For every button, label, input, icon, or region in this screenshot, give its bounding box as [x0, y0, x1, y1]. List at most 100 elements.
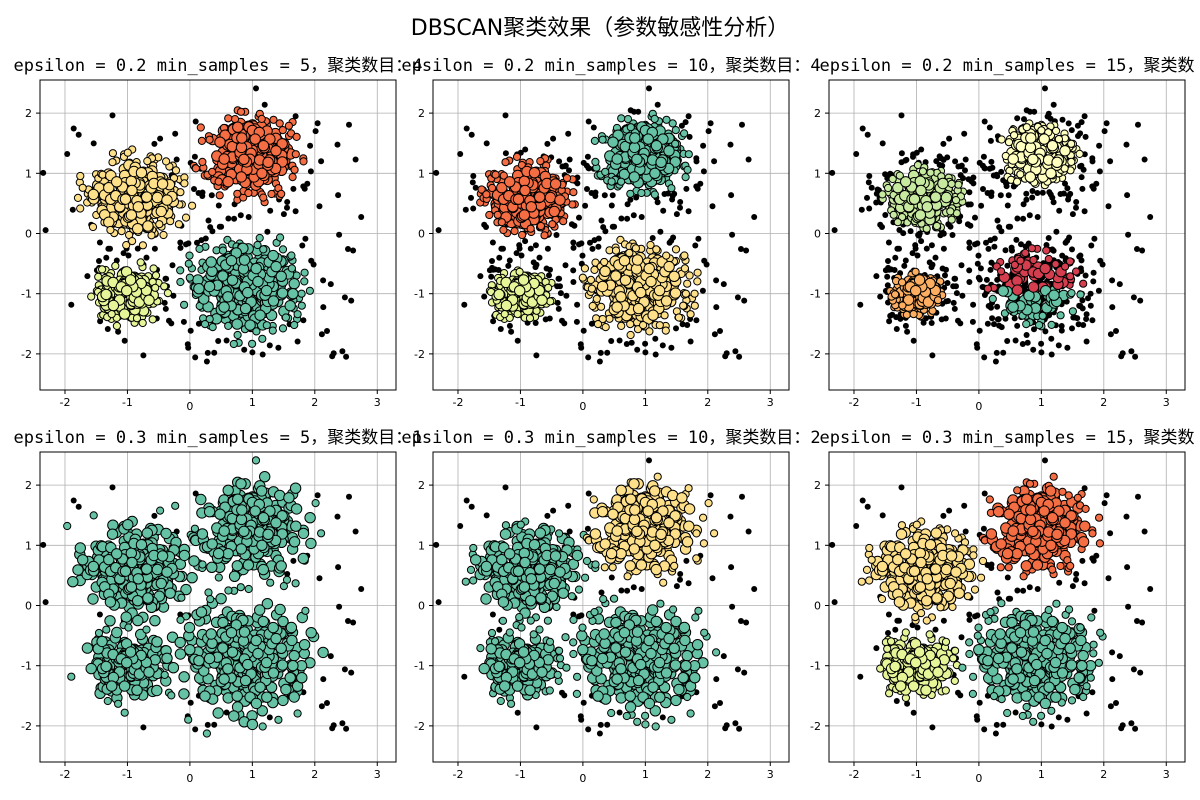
- x-tick-label: -2: [59, 768, 70, 781]
- noise-point: [882, 212, 889, 218]
- cluster-point: [205, 256, 217, 268]
- noise-point: [1056, 207, 1063, 214]
- noise-point: [1004, 338, 1011, 344]
- noise-point: [601, 192, 608, 199]
- cluster-point: [114, 699, 123, 708]
- noise-point: [940, 140, 947, 147]
- cluster-point: [940, 191, 953, 204]
- noise-point: [1023, 196, 1030, 203]
- cluster-point: [525, 201, 537, 213]
- noise-point: [920, 319, 927, 326]
- x-tick-label: 3: [374, 396, 381, 409]
- cluster-point: [242, 559, 255, 571]
- noise-point: [358, 586, 365, 592]
- cluster-point: [118, 680, 131, 692]
- noise-point: [290, 557, 297, 564]
- cluster-point: [155, 220, 164, 229]
- noise-point: [705, 128, 712, 135]
- noise-point: [1058, 323, 1065, 329]
- noise-point: [984, 320, 991, 327]
- noise-point: [913, 149, 920, 156]
- noise-point: [533, 352, 540, 359]
- noise-point: [1029, 188, 1036, 194]
- subplot-title: epsilon = 0.2 min_samples = 10，聚类数目：4: [401, 56, 820, 76]
- cluster-point: [236, 583, 245, 592]
- cluster-point: [611, 301, 623, 313]
- cluster-point: [282, 575, 292, 584]
- noise-point: [1004, 202, 1011, 209]
- noise-point: [1081, 208, 1088, 215]
- cluster-point: [143, 157, 152, 166]
- cluster-point: [131, 684, 143, 696]
- noise-point: [884, 273, 891, 280]
- y-tick-label: -2: [21, 720, 32, 733]
- cluster-point: [106, 680, 118, 692]
- noise-point: [986, 124, 993, 131]
- cluster-point: [214, 177, 223, 186]
- cluster-point: [191, 164, 200, 173]
- noise-point: [231, 215, 238, 222]
- cluster-point: [224, 321, 233, 330]
- cluster-point: [1067, 157, 1076, 166]
- noise-point: [335, 564, 342, 571]
- noise-point: [1057, 191, 1064, 197]
- noise-point: [958, 262, 965, 269]
- cluster-point: [78, 183, 87, 192]
- noise-point: [673, 325, 679, 332]
- cluster-point: [628, 171, 640, 183]
- cluster-point: [155, 577, 168, 590]
- noise-point: [70, 125, 77, 132]
- cluster-point: [663, 260, 675, 273]
- cluster-point: [628, 141, 641, 154]
- cluster-point: [126, 556, 138, 569]
- noise-point: [345, 246, 351, 252]
- noise-point: [554, 299, 561, 306]
- noise-point: [677, 204, 683, 211]
- cluster-point: [88, 222, 98, 232]
- cluster-point: [1051, 156, 1063, 169]
- noise-point: [40, 541, 47, 548]
- cluster-point: [120, 708, 129, 717]
- cluster-point: [106, 225, 115, 235]
- noise-point: [946, 135, 953, 142]
- cluster-point: [288, 278, 300, 290]
- cluster-point: [683, 279, 692, 288]
- cluster-point: [108, 158, 117, 167]
- cluster-point: [983, 284, 993, 293]
- noise-point: [1093, 180, 1100, 187]
- cluster-point: [661, 326, 670, 335]
- noise-point: [1046, 312, 1053, 319]
- noise-point: [991, 243, 998, 250]
- cluster-point: [167, 662, 180, 674]
- noise-point: [490, 318, 497, 325]
- cluster-point: [232, 121, 244, 133]
- cluster-point: [667, 184, 676, 193]
- noise-point: [1034, 190, 1041, 196]
- cluster-point: [73, 193, 83, 202]
- cluster-point: [132, 595, 144, 607]
- noise-point: [1081, 113, 1088, 120]
- noise-point: [170, 292, 177, 299]
- noise-point: [829, 169, 836, 176]
- cluster-point: [895, 171, 904, 180]
- cluster-point: [317, 646, 329, 659]
- cluster-point: [559, 217, 568, 226]
- noise-point: [1073, 199, 1080, 205]
- cluster-point: [185, 251, 194, 260]
- noise-point: [1058, 327, 1065, 334]
- noise-point: [955, 163, 962, 170]
- cluster-point: [180, 583, 192, 596]
- noise-point: [1118, 353, 1125, 360]
- noise-point: [557, 290, 564, 297]
- cluster-point: [275, 119, 284, 128]
- cluster-point: [631, 244, 641, 253]
- noise-point: [318, 158, 325, 165]
- cluster-point: [580, 264, 590, 273]
- noise-point: [987, 266, 994, 273]
- cluster-point: [148, 315, 157, 324]
- cluster-point: [652, 245, 661, 254]
- noise-point: [162, 305, 169, 312]
- noise-point: [975, 252, 982, 259]
